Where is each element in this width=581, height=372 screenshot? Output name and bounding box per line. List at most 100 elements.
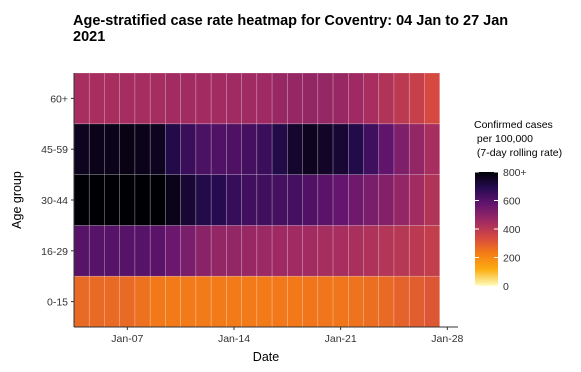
heatmap-cell	[408, 174, 425, 226]
heatmap-cell	[226, 275, 242, 328]
heatmap-cell	[134, 225, 151, 277]
heatmap-cell	[287, 225, 303, 277]
heatmap-cell	[104, 225, 121, 277]
heatmap-cell	[363, 72, 380, 125]
legend-color-bar	[475, 172, 498, 286]
heatmap-cell	[104, 174, 121, 226]
heatmap-cell	[378, 275, 395, 328]
heatmap-cell	[424, 275, 441, 328]
heatmap-cell	[347, 174, 364, 226]
heatmap-cell	[332, 225, 349, 277]
heatmap-cell	[104, 275, 121, 328]
heatmap-cell	[256, 225, 273, 277]
heatmap-cell	[88, 275, 105, 328]
heatmap-cell	[241, 275, 258, 328]
heatmap-cell	[195, 275, 212, 328]
heatmap-cell	[363, 225, 380, 277]
heatmap-cell	[393, 123, 410, 175]
heatmap-cell	[271, 72, 288, 125]
heatmap-cells	[73, 72, 441, 328]
heatmap-cell	[226, 174, 242, 226]
heatmap-cell	[256, 174, 273, 226]
legend-tick-label: 0	[503, 281, 509, 293]
heatmap-cell	[347, 225, 364, 277]
y-axis-label: Age group	[10, 171, 24, 229]
heatmap-cell	[302, 174, 319, 226]
heatmap-cell	[119, 123, 136, 175]
heatmap-cell	[317, 72, 334, 125]
heatmap-cell	[256, 123, 273, 175]
heatmap-cell	[226, 225, 242, 277]
y-axis-tick-label: 30-44	[41, 195, 68, 207]
heatmap-cell	[149, 72, 166, 125]
heatmap-cell	[149, 275, 166, 328]
heatmap-cell	[165, 123, 181, 175]
heatmap-cell	[332, 72, 349, 125]
chart-title-line-1: Age-stratified case rate heatmap for Cov…	[73, 13, 508, 29]
heatmap-cell	[424, 174, 441, 226]
heatmap-cell	[210, 174, 227, 226]
heatmap-cell	[119, 174, 136, 226]
x-axis-label: Date	[253, 350, 279, 364]
heatmap-cell	[347, 72, 364, 125]
y-axis-tick-label: 16-29	[41, 246, 68, 258]
heatmap-cell	[119, 72, 136, 125]
x-axis-tick-labels: Jan-07 Jan-14 Jan-21 Jan-28	[111, 327, 464, 345]
heatmap-cell	[302, 123, 319, 175]
heatmap-cell	[226, 123, 242, 175]
heatmap-cell	[393, 275, 410, 328]
heatmap-cell	[302, 225, 319, 277]
heatmap-cell	[287, 174, 303, 226]
heatmap-cell	[134, 275, 151, 328]
x-axis-tick-label: Jan-28	[431, 333, 463, 345]
heatmap-cell	[241, 225, 258, 277]
heatmap-cell	[271, 174, 288, 226]
heatmap-cell	[195, 72, 212, 125]
heatmap-cell	[408, 72, 425, 125]
heatmap-cell	[165, 174, 181, 226]
legend-ticks: 0 200 400 600 800+	[475, 167, 527, 293]
heatmap-cell	[134, 123, 151, 175]
heatmap-cell	[134, 72, 151, 125]
legend-tick-label: 600	[503, 196, 521, 208]
heatmap-cell	[241, 72, 258, 125]
heatmap-cell	[180, 275, 197, 328]
heatmap-cell	[302, 72, 319, 125]
heatmap-cell	[393, 225, 410, 277]
heatmap-cell	[180, 174, 197, 226]
heatmap-cell	[195, 123, 212, 175]
heatmap-cell	[393, 174, 410, 226]
heatmap-cell	[149, 174, 166, 226]
x-axis-tick-label: Jan-07	[111, 333, 143, 345]
chart-title-line-2: 2021	[73, 29, 105, 45]
heatmap-cell	[332, 174, 349, 226]
heatmap-cell	[88, 123, 105, 175]
y-axis-tick-label: 0-15	[47, 297, 68, 309]
heatmap-cell	[119, 225, 136, 277]
heatmap-cell	[149, 123, 166, 175]
heatmap-cell	[73, 275, 90, 328]
heatmap-cell	[88, 225, 105, 277]
heatmap-cell	[317, 174, 334, 226]
heatmap-cell	[210, 72, 227, 125]
color-legend: Confirmed cases per 100,000 (7-day rolli…	[474, 119, 562, 293]
heatmap-cell	[210, 225, 227, 277]
heatmap-cell	[347, 123, 364, 175]
heatmap-cell	[149, 225, 166, 277]
heatmap-cell	[165, 72, 181, 125]
heatmap-cell	[332, 275, 349, 328]
heatmap-cell	[424, 123, 441, 175]
heatmap-cell	[271, 225, 288, 277]
heatmap-cell	[73, 123, 90, 175]
heatmap-cell	[88, 72, 105, 125]
heatmap-cell	[363, 174, 380, 226]
heatmap-cell	[363, 275, 380, 328]
heatmap-cell	[271, 275, 288, 328]
y-axis-tick-labels: 0-15 16-29 30-44 45-59 60+	[41, 93, 74, 309]
heatmap-cell	[104, 123, 121, 175]
heatmap-cell	[241, 174, 258, 226]
heatmap-cell	[393, 72, 410, 125]
y-axis-tick-label: 45-59	[41, 144, 68, 156]
x-axis-tick-label: Jan-21	[325, 333, 357, 345]
legend-title-line-3: (7-day rolling rate)	[474, 147, 562, 159]
